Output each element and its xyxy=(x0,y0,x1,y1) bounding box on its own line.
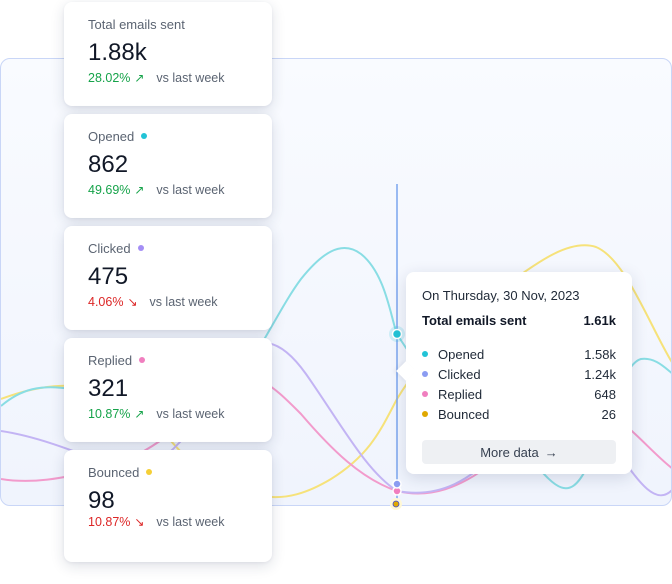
replied-dot-icon xyxy=(139,357,146,363)
tooltip-total: Total emails sent 1.61k xyxy=(422,313,616,328)
card-title-label: Opened xyxy=(88,128,135,144)
opened-dot-icon xyxy=(141,133,148,139)
card-title-label: Replied xyxy=(88,352,133,368)
opened-dot-icon xyxy=(422,351,428,357)
tooltip-row-value: 1.58k xyxy=(584,346,616,362)
tooltip-row-opened: Opened 1.58k xyxy=(422,344,616,364)
stat-card-opened[interactable]: Opened 862 49.69% ↗ vs last week xyxy=(64,114,272,218)
delta-percent: 28.02% xyxy=(88,71,131,85)
card-value: 1.88k xyxy=(88,39,147,66)
card-value: 98 xyxy=(88,487,115,514)
arrow-right-icon: → xyxy=(544,444,558,460)
arrow-up-right-icon: ↗ xyxy=(134,183,145,197)
chart-tooltip: On Thursday, 30 Nov, 2023 Total emails s… xyxy=(406,272,632,474)
card-value: 862 xyxy=(88,151,129,178)
clicked-marker xyxy=(392,479,402,489)
more-data-button[interactable]: More data → xyxy=(422,440,616,464)
stat-card-bounced[interactable]: Bounced 98 10.87% ↘ vs last week xyxy=(64,450,272,562)
tooltip-total-value: 1.61k xyxy=(583,313,616,328)
tooltip-row-label: Clicked xyxy=(438,366,481,382)
tooltip-row-value: 648 xyxy=(594,386,616,402)
stat-card-clicked[interactable]: Clicked 475 4.06% ↘ vs last week xyxy=(64,226,272,330)
stat-card-total[interactable]: Total emails sent 1.88k 28.02% ↗ vs last… xyxy=(64,2,272,106)
replied-dot-icon xyxy=(422,391,428,397)
tooltip-row-replied: Replied 648 xyxy=(422,384,616,404)
tooltip-row-label: Opened xyxy=(438,346,485,362)
clicked-dot-icon xyxy=(137,245,144,251)
tooltip-row-value: 1.24k xyxy=(584,366,616,382)
delta-percent: 10.87% xyxy=(88,515,131,529)
card-title: Opened xyxy=(88,128,248,144)
tooltip-row-value: 26 xyxy=(601,406,616,422)
delta-percent: 4.06% xyxy=(88,295,124,309)
bounced-marker xyxy=(390,498,402,510)
arrow-up-right-icon: ↗ xyxy=(134,71,145,85)
tooltip-rows: Opened 1.58k Clicked 1.24k Replied 648 B… xyxy=(422,344,616,424)
delta-suffix: vs last week xyxy=(156,515,225,529)
delta-suffix: vs last week xyxy=(149,295,218,309)
delta-percent: 49.69% xyxy=(88,183,131,197)
card-delta: 28.02% ↗ vs last week xyxy=(88,71,248,85)
opened-marker xyxy=(391,328,403,340)
card-delta: 49.69% ↗ vs last week xyxy=(88,183,248,197)
card-title: Total emails sent xyxy=(88,16,248,32)
tooltip-row-clicked: Clicked 1.24k xyxy=(422,364,616,384)
arrow-down-right-icon: ↘ xyxy=(134,515,145,529)
tooltip-date: On Thursday, 30 Nov, 2023 xyxy=(422,288,580,303)
delta-percent: 10.87% xyxy=(88,407,131,421)
delta-suffix: vs last week xyxy=(156,71,225,85)
tooltip-row-label: Replied xyxy=(438,386,483,402)
stat-card-replied[interactable]: Replied 321 10.87% ↗ vs last week xyxy=(64,338,272,442)
arrow-up-right-icon: ↗ xyxy=(134,407,145,421)
card-value: 321 xyxy=(88,375,129,402)
card-title: Replied xyxy=(88,352,248,368)
card-title-label: Bounced xyxy=(88,464,140,480)
delta-suffix: vs last week xyxy=(156,407,225,421)
card-value: 475 xyxy=(88,263,129,290)
tooltip-total-label: Total emails sent xyxy=(422,313,527,328)
card-title: Clicked xyxy=(88,240,248,256)
bounced-dot-icon xyxy=(146,469,153,475)
tooltip-row-bounced: Bounced 26 xyxy=(422,404,616,424)
card-title-label: Clicked xyxy=(88,240,131,256)
card-title: Bounced xyxy=(88,464,248,480)
delta-suffix: vs last week xyxy=(156,183,225,197)
clicked-dot-icon xyxy=(422,371,428,377)
tooltip-row-label: Bounced xyxy=(438,406,490,422)
more-data-label: More data xyxy=(480,444,539,460)
card-delta: 10.87% ↘ vs last week xyxy=(88,515,248,529)
card-delta: 4.06% ↘ vs last week xyxy=(88,295,248,309)
card-delta: 10.87% ↗ vs last week xyxy=(88,407,248,421)
bounced-dot-icon xyxy=(422,411,428,417)
arrow-down-right-icon: ↘ xyxy=(127,295,138,309)
card-title-label: Total emails sent xyxy=(88,16,185,32)
